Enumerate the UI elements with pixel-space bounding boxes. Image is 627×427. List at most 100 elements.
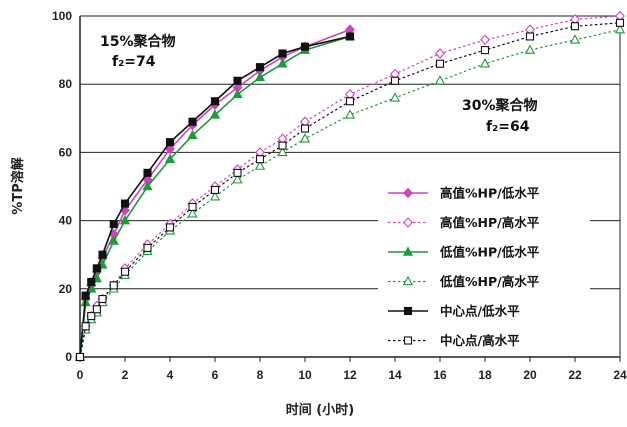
y-axis-title: %TP溶解 <box>10 157 26 214</box>
legend-marker-3 <box>402 275 414 286</box>
point-s5-9 <box>188 202 197 212</box>
point-s4-10 <box>210 97 220 106</box>
point-s5-14 <box>300 124 310 133</box>
point-s1-18 <box>480 34 490 46</box>
point-s2-9 <box>187 129 198 140</box>
x-tick-label-0: 0 <box>77 368 84 382</box>
legend-label-0: 高值%HP/低水平 <box>440 186 540 201</box>
point-s3-12 <box>254 160 266 170</box>
y-tick-label-0: 0 <box>65 350 72 364</box>
series-line-4 <box>79 35 351 358</box>
point-s3-15 <box>344 109 356 119</box>
point-s4-4 <box>98 250 107 259</box>
point-s2-12 <box>254 71 266 82</box>
point-s2-11 <box>232 88 243 99</box>
point-s3-21 <box>614 23 626 34</box>
point-s5-19 <box>525 32 535 41</box>
x-tick-label-10: 10 <box>298 368 312 382</box>
point-s5-2 <box>87 312 96 321</box>
legend-marker-2 <box>402 246 414 256</box>
point-s5-11 <box>233 168 242 177</box>
legend: 高值%HP/低水平高值%HP/高水平低值%HP/低水平低值%HP/高水平中心点/… <box>388 186 540 348</box>
point-s5-13 <box>278 141 287 150</box>
x-tick-label-18: 18 <box>478 368 492 382</box>
point-s3-11 <box>232 174 243 184</box>
point-s2-7 <box>142 180 153 191</box>
point-s4-9 <box>188 117 197 126</box>
point-s4-12 <box>255 63 265 72</box>
point-s5-21 <box>615 18 625 27</box>
y-tick-label-100: 100 <box>52 9 72 23</box>
legend-box <box>378 177 590 354</box>
y-tick-label-40: 40 <box>59 214 73 228</box>
point-s2-8 <box>164 153 176 163</box>
point-s4-5 <box>109 219 118 229</box>
x-tick-label-12: 12 <box>343 368 357 382</box>
legend-label-2: 低值%HP/低水平 <box>439 245 540 260</box>
point-s1-17 <box>435 48 445 59</box>
point-s4-14 <box>300 42 310 51</box>
point-s3-9 <box>187 208 198 218</box>
point-s4-8 <box>165 138 175 147</box>
point-s4-3 <box>92 264 101 273</box>
x-axis-title: 时间 (小时) <box>286 402 354 418</box>
x-tick-label-6: 6 <box>212 368 219 382</box>
x-tick-label-8: 8 <box>257 368 264 382</box>
annotation-30pct-line2: f₂=64 <box>486 119 530 135</box>
point-s2-13 <box>277 58 288 68</box>
point-s5-10 <box>210 185 220 194</box>
point-s5-17 <box>435 59 445 68</box>
point-s2-5 <box>108 235 119 245</box>
point-s3-10 <box>209 191 221 201</box>
point-s3-20 <box>569 34 581 44</box>
axes <box>79 16 621 362</box>
point-s4-6 <box>120 199 130 208</box>
point-s5-7 <box>143 243 152 252</box>
x-tick-label-14: 14 <box>388 368 402 382</box>
x-tick-label-22: 22 <box>568 368 582 382</box>
annotation-15pct-line1: 15%聚合物 <box>100 33 176 50</box>
point-s4-7 <box>143 168 152 177</box>
y-tick-label-80: 80 <box>59 77 73 91</box>
series-5 <box>75 18 625 362</box>
point-s4-1 <box>81 291 90 300</box>
legend-label-5: 中心点/高水平 <box>440 333 520 348</box>
legend-marker-1 <box>403 217 413 228</box>
x-tick-label-20: 20 <box>523 368 537 382</box>
point-s4-15 <box>345 32 355 41</box>
point-s3-13 <box>277 146 288 157</box>
point-s4-2 <box>87 277 96 287</box>
point-s5-0 <box>75 352 85 362</box>
point-s2-6 <box>119 214 131 225</box>
point-s5-18 <box>480 46 490 55</box>
point-s3-19 <box>524 44 536 54</box>
point-s5-5 <box>109 281 118 290</box>
point-s0-8 <box>165 143 175 155</box>
legend-label-1: 高值%HP/高水平 <box>440 215 540 230</box>
point-s3-16 <box>389 92 401 102</box>
point-s5-8 <box>165 223 175 232</box>
annotation-15pct-line2: f₂=74 <box>112 54 156 70</box>
point-s5-1 <box>81 322 90 331</box>
point-s5-16 <box>390 76 400 85</box>
x-tick-label-16: 16 <box>433 368 447 382</box>
legend-label-3: 低值%HP/高水平 <box>439 274 540 289</box>
x-tick-label-2: 2 <box>122 368 129 382</box>
point-s4-13 <box>278 49 287 58</box>
point-s5-15 <box>345 97 355 106</box>
annotation-30pct-line1: 30%聚合物 <box>462 97 538 114</box>
point-s5-6 <box>120 267 130 276</box>
point-s5-20 <box>570 22 580 31</box>
point-s2-10 <box>209 109 221 119</box>
legend-marker-5 <box>403 336 413 345</box>
point-s3-17 <box>434 75 446 85</box>
point-s5-3 <box>92 305 101 314</box>
point-s3-14 <box>299 133 311 143</box>
point-s5-4 <box>98 294 107 304</box>
y-tick-label-60: 60 <box>59 145 73 159</box>
point-s4-11 <box>233 76 242 85</box>
legend-label-4: 中心点/低水平 <box>440 304 520 319</box>
series-4 <box>75 32 355 362</box>
